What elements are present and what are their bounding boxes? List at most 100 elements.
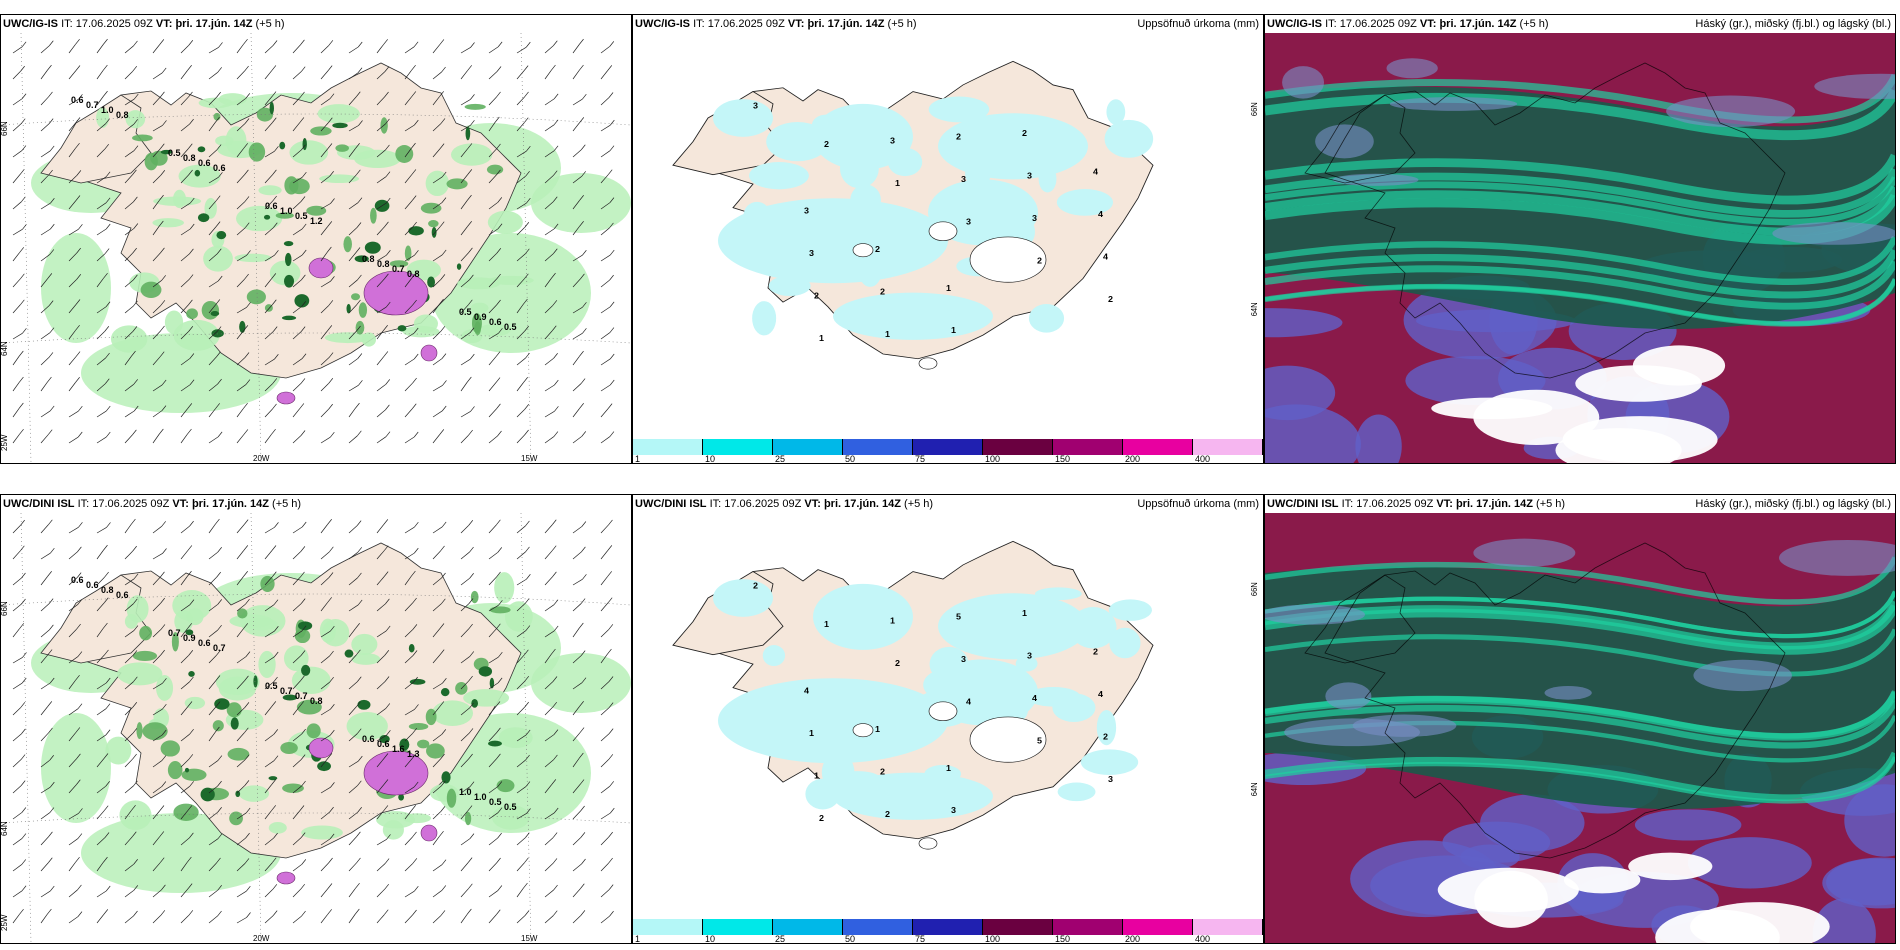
accum-value-label: 2 bbox=[1103, 732, 1108, 742]
precip-value-label: 0.6 bbox=[362, 734, 375, 744]
accum-value-label: 1 bbox=[824, 619, 829, 629]
colorbar-tick: 75 bbox=[915, 934, 926, 944]
colorbar-tick: 150 bbox=[1055, 454, 1071, 464]
panel-accum-precip-igis: UWC/IG-IS IT: 17.06.2025 09Z VT: þri. 17… bbox=[632, 14, 1264, 464]
accum-value-label: 3 bbox=[890, 136, 895, 146]
lat-label: 64N bbox=[1250, 302, 1259, 316]
precip-value-label: 0.5 bbox=[489, 797, 502, 807]
colorbar-swatch bbox=[983, 919, 1053, 935]
accum-value-label: 2 bbox=[885, 809, 890, 819]
colorbar-swatch bbox=[983, 439, 1053, 455]
panel-clouds-dini: UWC/DINI ISL IT: 17.06.2025 09Z VT: þri.… bbox=[1264, 494, 1896, 944]
colorbar-swatch bbox=[773, 439, 843, 455]
colorbar-tick: 10 bbox=[705, 934, 716, 944]
accum-value-label: 2 bbox=[895, 658, 900, 668]
accum-value-label: 1 bbox=[946, 283, 951, 293]
accum-value-label: 3 bbox=[966, 217, 971, 227]
panel-title: Uppsöfnuð úrkoma (mm) bbox=[1137, 18, 1259, 30]
map-precip-wind: 0.6 0.7 0.5 0.6 1.0 0.6 0.9 0.7 0.6 1.0 0.8 0.6 0.7 1… bbox=[1, 513, 631, 943]
colorbar-swatch bbox=[1193, 919, 1263, 935]
precip-value-label: 0.8 bbox=[183, 153, 196, 163]
accum-value-label: 1 bbox=[1022, 608, 1027, 618]
panel-clouds-igis: UWC/IG-IS IT: 17.06.2025 09Z VT: þri. 17… bbox=[1264, 14, 1896, 464]
colorbar-tick: 75 bbox=[915, 454, 926, 464]
precip-blobs bbox=[105, 572, 533, 840]
lat-label: 66N bbox=[1, 601, 9, 616]
accum-value-label: 3 bbox=[809, 248, 814, 258]
lon-label: 15W bbox=[521, 454, 538, 463]
precip-heavy-area bbox=[420, 824, 438, 842]
precip-value-label: 0.9 bbox=[474, 312, 487, 322]
lat-label: 64N bbox=[1, 341, 9, 356]
colorbar-tick: 25 bbox=[775, 934, 786, 944]
colorbar-tick: 150 bbox=[1055, 934, 1071, 944]
graticule bbox=[1, 33, 631, 463]
precip-value-label: 0.6 bbox=[265, 201, 278, 211]
graticule bbox=[1, 513, 631, 943]
accum-value-label: 4 bbox=[1098, 209, 1103, 219]
colorbar-swatch bbox=[703, 919, 773, 935]
accum-value-label: 2 bbox=[819, 813, 824, 823]
precip-value-label: 0.5 bbox=[265, 681, 278, 691]
colorbar-swatch bbox=[1053, 919, 1123, 935]
panel-header: UWC/DINI ISL IT: 17.06.2025 09Z VT: þri.… bbox=[1265, 495, 1895, 513]
colorbar-tick: 100 bbox=[985, 454, 1001, 464]
precip-value-label: 0.7 bbox=[213, 643, 226, 653]
colorbar-swatch bbox=[703, 439, 773, 455]
precip-value-label: 0.6 bbox=[198, 638, 211, 648]
lon-label: 20W bbox=[253, 454, 270, 463]
map-clouds bbox=[1265, 513, 1895, 943]
precip-heavy-area bbox=[363, 270, 429, 316]
accum-value-label: 3 bbox=[961, 654, 966, 664]
glacier-outlines bbox=[852, 701, 1047, 850]
precip-value-label: 1.0 bbox=[101, 105, 114, 115]
colorbar-swatch bbox=[843, 439, 913, 455]
panel-precip-wind-dini: UWC/DINI ISL IT: 17.06.2025 09Z VT: þri.… bbox=[0, 494, 632, 944]
accum-value-label: 4 bbox=[1103, 252, 1108, 262]
precip-value-label: 0.5 bbox=[459, 307, 472, 317]
accum-value-label: 1 bbox=[946, 763, 951, 773]
iceland-outline bbox=[1324, 62, 1786, 379]
accum-value-label: 1 bbox=[875, 724, 880, 734]
lat-label: 66N bbox=[1, 121, 9, 136]
accum-value-label: 2 bbox=[753, 581, 758, 591]
colorbar-tick: 200 bbox=[1125, 454, 1141, 464]
accum-value-label: 3 bbox=[1108, 774, 1113, 784]
precip-value-label: 0.6 bbox=[213, 163, 226, 173]
precip-value-label: 0.9 bbox=[183, 633, 196, 643]
accum-value-label: 2 bbox=[814, 291, 819, 301]
accum-value-label: 1 bbox=[814, 771, 819, 781]
colorbar-swatch bbox=[913, 919, 983, 935]
panel-header: UWC/DINI ISL IT: 17.06.2025 09Z VT: þri.… bbox=[1, 495, 631, 513]
lon-label: 20W bbox=[253, 934, 270, 943]
precip-heavy-area bbox=[308, 257, 334, 279]
colorbar-swatch bbox=[633, 439, 703, 455]
colorbar-swatch bbox=[633, 919, 703, 935]
precip-heavy-area bbox=[420, 344, 438, 362]
precip-value-label: 0.7 bbox=[392, 264, 405, 274]
accum-value-label: 2 bbox=[880, 287, 885, 297]
precip-value-label: 0.7 bbox=[86, 100, 99, 110]
colorbar-tick: 100 bbox=[985, 934, 1001, 944]
wind-barbs bbox=[12, 518, 615, 924]
lat-label: 66N bbox=[1250, 582, 1259, 596]
precip-heavy-area bbox=[276, 871, 296, 885]
accum-value-label: 4 bbox=[966, 697, 971, 707]
precip-value-label: 0.6 bbox=[198, 158, 211, 168]
accum-value-label: 3 bbox=[753, 101, 758, 111]
accum-value-label: 2 bbox=[824, 139, 829, 149]
colorbar-tick: 400 bbox=[1195, 454, 1211, 464]
accum-value-label: 1 bbox=[951, 325, 956, 335]
accum-value-label: 3 bbox=[804, 206, 809, 216]
precip-value-label: 0.6 bbox=[377, 739, 390, 749]
lon-label: 25W bbox=[1, 434, 9, 451]
accum-value-label: 1 bbox=[885, 329, 890, 339]
accum-value-label: 2 bbox=[956, 132, 961, 142]
precip-value-label: 0.8 bbox=[362, 254, 375, 264]
cloud-high-layer bbox=[1265, 58, 1895, 329]
accum-value-label: 4 bbox=[804, 686, 809, 696]
colorbar: 1 10 25 50 75 100 150 200 400 bbox=[633, 439, 1263, 463]
precip-value-label: 0.8 bbox=[310, 696, 323, 706]
precip-value-label: 0.6 bbox=[489, 317, 502, 327]
colorbar-swatch bbox=[913, 439, 983, 455]
